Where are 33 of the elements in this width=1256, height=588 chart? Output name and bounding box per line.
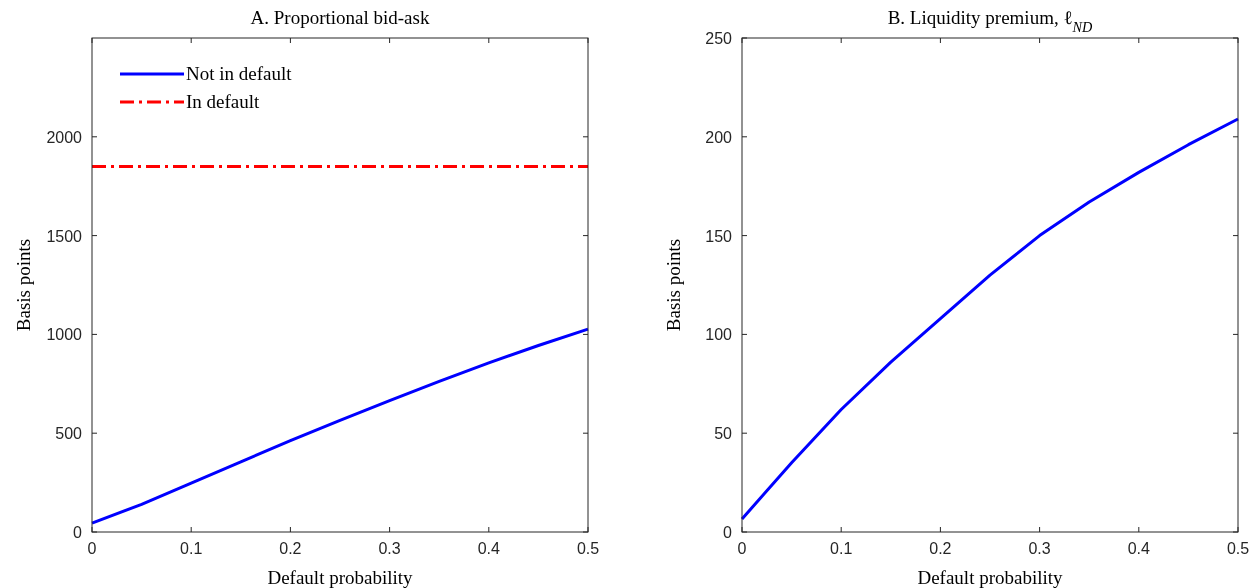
x-tick-label: 0.2 bbox=[929, 540, 952, 557]
legend-label: Not in default bbox=[186, 63, 293, 84]
y-tick-label: 150 bbox=[705, 227, 733, 245]
line-series bbox=[740, 117, 1240, 521]
y-tick-label: 0 bbox=[723, 524, 733, 541]
y-tick-label: 2000 bbox=[46, 128, 83, 146]
x-tick-label: 0.3 bbox=[378, 540, 401, 557]
y-tick-label: 500 bbox=[55, 425, 83, 443]
x-axis-title: Default probability bbox=[267, 567, 414, 588]
y-tick-label: 250 bbox=[705, 30, 733, 47]
y-tick-label: 100 bbox=[705, 326, 733, 344]
y-tick-label: 1000 bbox=[46, 326, 83, 344]
x-tick-label: 0.4 bbox=[477, 540, 501, 557]
y-tick-label: 1500 bbox=[46, 227, 83, 245]
y-tick-label: 0 bbox=[73, 524, 83, 541]
y-tick-label: 50 bbox=[714, 425, 733, 443]
y-axis-title: Basis points bbox=[13, 238, 34, 332]
x-tick-label: 0 bbox=[737, 540, 747, 557]
line-series bbox=[90, 327, 590, 525]
x-tick-label: 0.1 bbox=[830, 540, 853, 557]
chart-title: A. Proportional bid-ask bbox=[250, 7, 430, 28]
chart-title: B. Liquidity premium, ℓ$_{ND}$ bbox=[887, 7, 1094, 35]
x-tick-label: 0 bbox=[87, 540, 97, 557]
x-axis-title: Default probability bbox=[917, 567, 1064, 588]
legend-label: In default bbox=[186, 91, 261, 112]
x-tick-label: 0.5 bbox=[1226, 540, 1250, 557]
y-axis-title: Basis points bbox=[663, 238, 684, 332]
y-tick-label: 200 bbox=[705, 128, 733, 146]
x-tick-label: 0.1 bbox=[180, 540, 203, 557]
x-tick-label: 0.4 bbox=[1127, 540, 1151, 557]
x-tick-label: 0.3 bbox=[1028, 540, 1051, 557]
x-tick-label: 0.5 bbox=[576, 540, 600, 557]
x-tick-label: 0.2 bbox=[279, 540, 302, 557]
